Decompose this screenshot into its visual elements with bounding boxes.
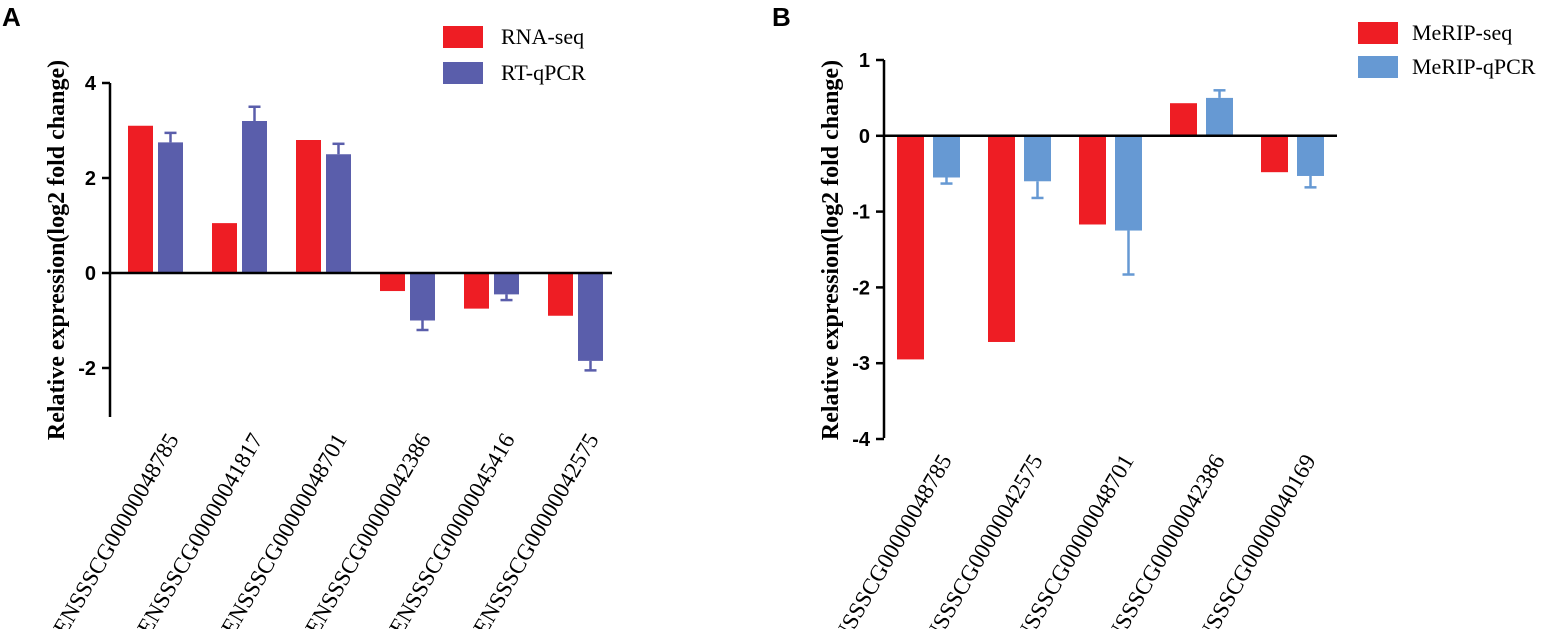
y-axis-label: Relative expression(log2 fold change)	[44, 60, 70, 440]
y-tick-label: -4	[852, 429, 871, 451]
bar	[1206, 97, 1233, 136]
y-tick-label: 0	[85, 263, 96, 285]
y-tick-label: -3	[852, 353, 870, 375]
legend-label: MeRIP-seq	[1412, 20, 1512, 45]
bar	[933, 135, 960, 178]
bar	[158, 142, 183, 273]
bar	[1079, 135, 1106, 225]
bar	[1170, 103, 1197, 136]
bar	[1024, 135, 1051, 182]
bar	[1115, 135, 1142, 231]
bar	[548, 273, 573, 316]
legend-swatch	[1358, 56, 1398, 78]
bar	[296, 140, 321, 273]
legend-label: RNA-seq	[501, 24, 584, 49]
legend-swatch	[443, 26, 483, 48]
y-tick-label: 4	[85, 73, 97, 95]
panel-b: B Relative expression(log2 fold change) EN…	[772, 2, 1536, 629]
y-tick-label: -2	[852, 277, 870, 299]
bar	[212, 223, 237, 273]
bar	[464, 273, 489, 309]
category-label: ENSSSCG00000048785	[821, 450, 956, 629]
y-axis-label: Relative expression(log2 fold change)	[818, 60, 844, 440]
y-tick-label: 1	[859, 50, 870, 72]
legend-swatch	[443, 62, 483, 84]
panel-letter: A	[2, 2, 21, 32]
bar	[494, 273, 519, 295]
legend-label: MeRIP-qPCR	[1412, 54, 1536, 79]
y-tick-label: 0	[859, 126, 870, 148]
bar	[578, 273, 603, 361]
bar	[1261, 135, 1288, 173]
y-tick-label: 2	[85, 168, 96, 190]
bar	[897, 135, 924, 360]
y-tick-label: -1	[852, 202, 870, 224]
bar	[128, 125, 153, 273]
bar	[988, 135, 1015, 342]
y-tick-label: -2	[78, 358, 96, 380]
panel-letter: B	[772, 2, 791, 32]
legend-swatch	[1358, 22, 1398, 44]
bar	[380, 273, 405, 292]
bar	[242, 121, 267, 273]
bar	[410, 273, 435, 321]
legend-label: RT-qPCR	[501, 60, 586, 85]
bar	[326, 154, 351, 273]
bar	[1297, 135, 1324, 176]
